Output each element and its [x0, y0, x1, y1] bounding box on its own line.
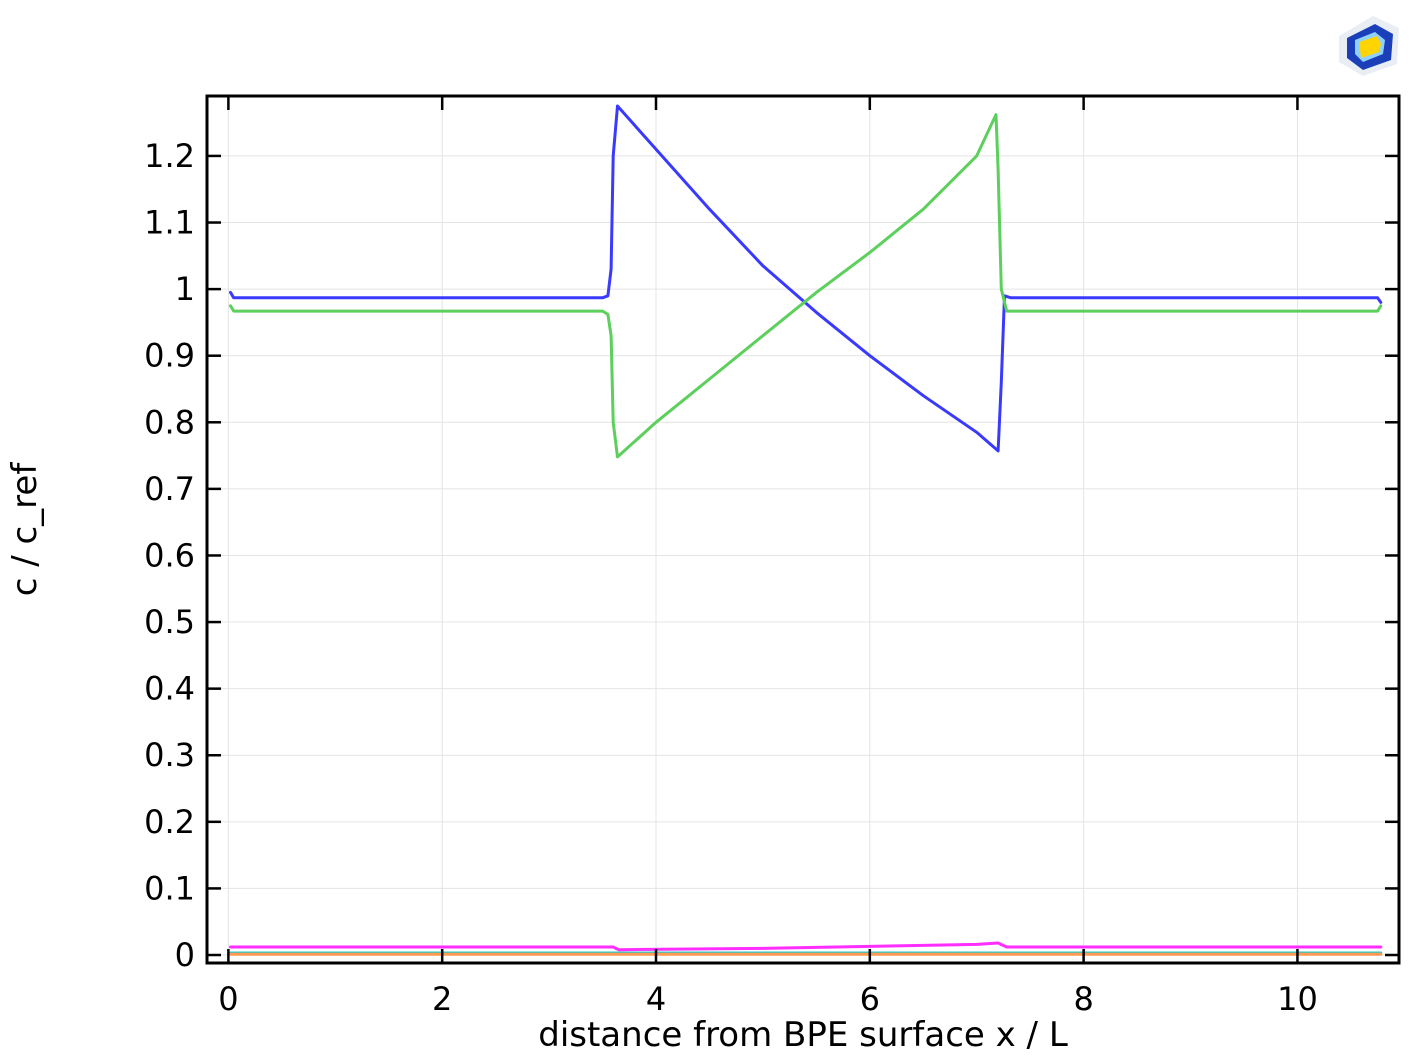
- y-tick-label: 0: [175, 936, 195, 974]
- x-tick-label: 6: [860, 980, 880, 1018]
- x-tick-label: 8: [1073, 980, 1093, 1018]
- grid-lines: [207, 96, 1399, 963]
- plot-frame: [205, 94, 1401, 965]
- series-line-1: [229, 104, 1383, 453]
- y-tick-label: 0.3: [144, 736, 195, 774]
- y-tick-label: 0.1: [144, 869, 195, 907]
- axis-ticks: 0 2 4 6 8 10 0 0.1 0.2 0.3 0.4 0.5 0.6 0.7 0.8 0.9 1 1.1 1…: [144, 96, 1399, 1018]
- y-tick-label: 0.2: [144, 803, 195, 841]
- y-tick-label: 0.9: [144, 337, 195, 375]
- x-tick-label: 10: [1277, 980, 1318, 1018]
- y-tick-label: 0.5: [144, 603, 195, 641]
- y-tick-label: 0.6: [144, 536, 195, 574]
- plot-series: [229, 104, 1383, 956]
- x-tick-label: 2: [432, 980, 452, 1018]
- x-tick-label: 4: [646, 980, 666, 1018]
- y-tick-label: 0.4: [144, 670, 195, 708]
- app-logo-icon: [1333, 14, 1405, 78]
- x-tick-label: 0: [218, 980, 238, 1018]
- x-axis-label: distance from BPE surface x / L: [538, 1015, 1068, 1055]
- y-axis-label: c / c_ref: [5, 462, 45, 597]
- series-line-2: [229, 113, 1383, 459]
- y-tick-label: 1: [175, 270, 195, 308]
- y-tick-label: 0.8: [144, 403, 195, 441]
- y-tick-label: 1.2: [144, 137, 195, 175]
- y-tick-label: 0.7: [144, 470, 195, 508]
- series-line-3: [229, 941, 1383, 952]
- y-tick-label: 1.1: [144, 204, 195, 242]
